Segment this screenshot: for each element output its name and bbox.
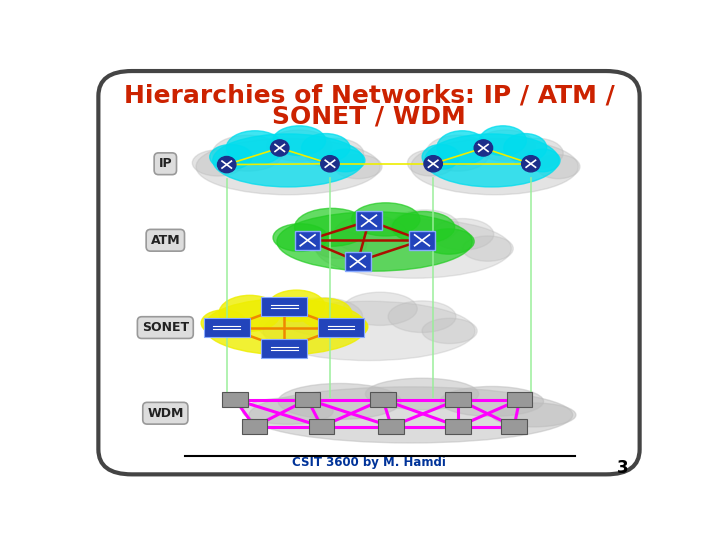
FancyBboxPatch shape	[222, 392, 248, 407]
Ellipse shape	[212, 135, 282, 171]
Ellipse shape	[272, 149, 287, 154]
Ellipse shape	[196, 139, 380, 195]
Ellipse shape	[422, 318, 477, 343]
FancyBboxPatch shape	[379, 418, 404, 435]
Ellipse shape	[273, 126, 325, 156]
Ellipse shape	[213, 134, 364, 187]
FancyBboxPatch shape	[370, 392, 396, 407]
Ellipse shape	[437, 131, 487, 165]
Ellipse shape	[411, 139, 578, 195]
Ellipse shape	[300, 298, 351, 328]
Ellipse shape	[210, 145, 252, 169]
Ellipse shape	[294, 208, 369, 246]
Ellipse shape	[323, 165, 338, 170]
Ellipse shape	[258, 313, 318, 341]
FancyBboxPatch shape	[242, 418, 267, 435]
Ellipse shape	[217, 157, 236, 173]
Ellipse shape	[278, 383, 401, 420]
FancyBboxPatch shape	[309, 418, 334, 435]
FancyBboxPatch shape	[409, 231, 435, 250]
Ellipse shape	[219, 295, 281, 331]
FancyBboxPatch shape	[99, 71, 639, 474]
Ellipse shape	[426, 165, 441, 170]
Ellipse shape	[480, 126, 526, 156]
Ellipse shape	[365, 378, 479, 410]
Ellipse shape	[302, 133, 350, 162]
Text: SONET / WDM: SONET / WDM	[272, 105, 466, 129]
Ellipse shape	[273, 224, 328, 252]
Ellipse shape	[477, 130, 535, 161]
FancyBboxPatch shape	[446, 392, 471, 407]
Ellipse shape	[423, 229, 474, 254]
Ellipse shape	[268, 290, 325, 321]
Ellipse shape	[204, 299, 366, 355]
FancyBboxPatch shape	[261, 297, 307, 316]
Ellipse shape	[476, 149, 491, 154]
Ellipse shape	[431, 219, 494, 250]
Ellipse shape	[312, 231, 366, 259]
FancyBboxPatch shape	[446, 418, 471, 435]
Text: IP: IP	[158, 157, 172, 170]
Ellipse shape	[422, 145, 459, 169]
Ellipse shape	[462, 236, 513, 261]
Ellipse shape	[351, 203, 420, 236]
Ellipse shape	[526, 149, 560, 172]
Ellipse shape	[249, 387, 572, 443]
FancyBboxPatch shape	[507, 392, 533, 407]
Ellipse shape	[492, 403, 576, 427]
Ellipse shape	[391, 210, 459, 243]
FancyBboxPatch shape	[356, 211, 382, 230]
Ellipse shape	[325, 315, 368, 339]
Ellipse shape	[521, 156, 540, 172]
Ellipse shape	[388, 301, 456, 333]
FancyBboxPatch shape	[294, 231, 320, 250]
Ellipse shape	[282, 298, 363, 336]
Ellipse shape	[474, 140, 492, 156]
FancyBboxPatch shape	[261, 339, 307, 358]
FancyBboxPatch shape	[318, 318, 364, 337]
Ellipse shape	[305, 138, 364, 168]
Ellipse shape	[277, 212, 472, 271]
Ellipse shape	[424, 156, 442, 172]
Ellipse shape	[523, 165, 539, 170]
Ellipse shape	[192, 150, 244, 176]
Ellipse shape	[408, 150, 454, 176]
Text: ATM: ATM	[150, 234, 180, 247]
Ellipse shape	[267, 130, 331, 161]
FancyBboxPatch shape	[204, 318, 250, 337]
Text: WDM: WDM	[147, 407, 184, 420]
Ellipse shape	[325, 149, 365, 172]
Ellipse shape	[392, 212, 454, 243]
Ellipse shape	[440, 387, 544, 416]
Ellipse shape	[316, 219, 511, 278]
Text: 3: 3	[617, 459, 629, 477]
Ellipse shape	[333, 215, 408, 253]
Ellipse shape	[504, 133, 546, 162]
FancyBboxPatch shape	[294, 392, 320, 407]
Ellipse shape	[243, 398, 333, 424]
Ellipse shape	[226, 131, 284, 165]
FancyBboxPatch shape	[345, 252, 371, 271]
Ellipse shape	[426, 135, 490, 171]
Ellipse shape	[536, 154, 580, 179]
Ellipse shape	[219, 166, 234, 171]
Ellipse shape	[201, 310, 246, 336]
Text: CSIT 3600 by M. Hamdi: CSIT 3600 by M. Hamdi	[292, 456, 446, 469]
Ellipse shape	[343, 292, 418, 326]
FancyBboxPatch shape	[501, 418, 527, 435]
Ellipse shape	[510, 138, 563, 168]
Ellipse shape	[271, 140, 289, 156]
Ellipse shape	[334, 154, 382, 179]
Ellipse shape	[320, 156, 339, 172]
Ellipse shape	[425, 134, 559, 187]
Text: SONET: SONET	[142, 321, 189, 334]
Text: Hierarchies of Networks: IP / ATM /: Hierarchies of Networks: IP / ATM /	[124, 84, 614, 108]
Ellipse shape	[263, 301, 475, 361]
